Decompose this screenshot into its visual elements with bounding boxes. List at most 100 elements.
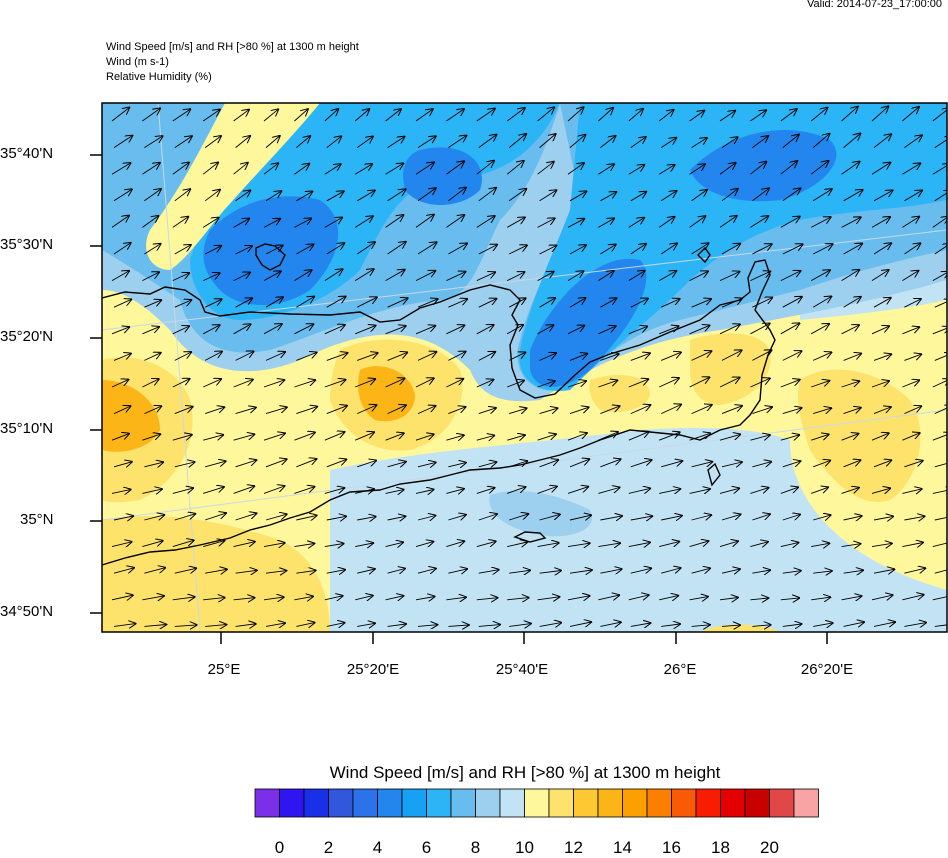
wind-arrow (202, 163, 218, 175)
wind-arrow (448, 515, 466, 520)
wind-arrow (174, 245, 191, 255)
colorbar-tick-label: 20 (760, 838, 779, 857)
wind-arrow (113, 299, 131, 308)
wind-arrow (934, 569, 947, 574)
wind-arrow (691, 243, 709, 255)
wind-arrow (841, 544, 861, 547)
wind-arrow (172, 435, 192, 441)
wind-arrow (326, 516, 346, 520)
wind-arrow (539, 623, 562, 627)
wind-arrow (385, 378, 405, 388)
wind-arrow (721, 625, 740, 626)
wind-arrow (628, 109, 643, 122)
wind-arrow (659, 542, 679, 547)
wind-arrow (355, 489, 374, 493)
wind-arrow (265, 571, 286, 574)
colorbar-swatch (499, 788, 525, 818)
wind-arrow (326, 353, 348, 361)
wind-arrow (326, 243, 345, 255)
wind-arrow (780, 598, 799, 600)
colorbar-swatch (793, 788, 819, 818)
wind-arrow (326, 136, 342, 148)
wind-arrow (144, 189, 161, 202)
wind-arrow (233, 219, 250, 228)
wind-arrow (203, 379, 221, 388)
wind-arrow (934, 461, 947, 468)
wind-arrow (902, 543, 923, 547)
wind-arrow (661, 461, 682, 468)
wind-arrow (721, 462, 742, 467)
wind-arrow (448, 352, 465, 361)
lat-label-35-40: 35°40'N (0, 145, 54, 162)
wind-arrow (144, 568, 165, 574)
wind-arrow (204, 246, 221, 255)
wind-arrow (326, 570, 345, 574)
wind-arrow (750, 598, 768, 600)
wind-arrow (172, 379, 190, 388)
wind-arrow (294, 164, 309, 175)
wind-arrow (811, 434, 828, 441)
wind-arrow (691, 351, 712, 361)
wind-arrow (354, 109, 369, 122)
wind-arrow (752, 188, 769, 202)
wind-arrow (721, 299, 742, 308)
wind-arrow (719, 488, 739, 493)
wind-arrow (507, 435, 525, 440)
wind-arrow (144, 136, 162, 148)
wind-arrow (476, 109, 495, 122)
wind-arrow (144, 625, 166, 627)
colorbar-tick-label: 14 (613, 838, 632, 857)
colorbar-swatch (352, 788, 378, 818)
wind-arrow (446, 325, 464, 335)
valid-time: Valid: 2014-07-23_17:00:00 (807, 0, 942, 10)
wind-arrow (265, 191, 281, 202)
wind-arrow (841, 107, 858, 122)
wind-arrow (144, 515, 164, 520)
wind-arrow (871, 595, 893, 600)
wind-arrow (111, 163, 131, 175)
wind-arrow (843, 516, 862, 520)
wind-arrow (598, 432, 618, 441)
wind-arrow (204, 352, 222, 361)
wind-arrow (873, 622, 895, 626)
wind-arrow (174, 300, 192, 308)
wind-arrow (539, 190, 557, 202)
wind-arrow (873, 354, 891, 361)
wind-arrow (263, 219, 280, 228)
wind-arrow (630, 623, 651, 626)
wind-arrow (932, 433, 947, 441)
wind-arrow (507, 598, 529, 600)
wind-arrow (567, 163, 584, 175)
wind-arrow (871, 270, 889, 281)
wind-arrow (719, 541, 738, 546)
wind-arrow (144, 244, 160, 255)
wind-arrow (415, 378, 434, 388)
wind-arrow (324, 269, 343, 281)
wind-arrow (721, 514, 741, 521)
colorbar-swatch (597, 788, 623, 818)
wind-arrow (782, 244, 803, 255)
wind-arrow (780, 380, 800, 388)
wind-arrow (265, 623, 285, 626)
wind-arrow (660, 243, 677, 255)
wind-arrow (265, 352, 285, 361)
wind-arrow (263, 380, 284, 388)
wind-arrow (598, 164, 614, 175)
wind-title: Wind (m s-1) (106, 56, 169, 68)
wind-arrow (387, 242, 406, 255)
wind-arrow (813, 408, 831, 415)
wind-arrow (782, 624, 802, 626)
wind-arrow (233, 324, 251, 335)
wind-arrow (628, 542, 650, 546)
wind-arrow (660, 191, 676, 202)
wind-arrow (113, 243, 131, 255)
wind-arrow (448, 407, 465, 415)
wind-arrow (812, 297, 831, 308)
lat-label-35-30: 35°30'N (0, 236, 54, 253)
wind-arrow (355, 543, 373, 547)
wind-arrow (142, 489, 162, 493)
wind-arrow (476, 380, 494, 388)
wind-arrow (113, 516, 133, 520)
wind-arrow (719, 434, 740, 441)
wind-arrow (659, 489, 680, 494)
